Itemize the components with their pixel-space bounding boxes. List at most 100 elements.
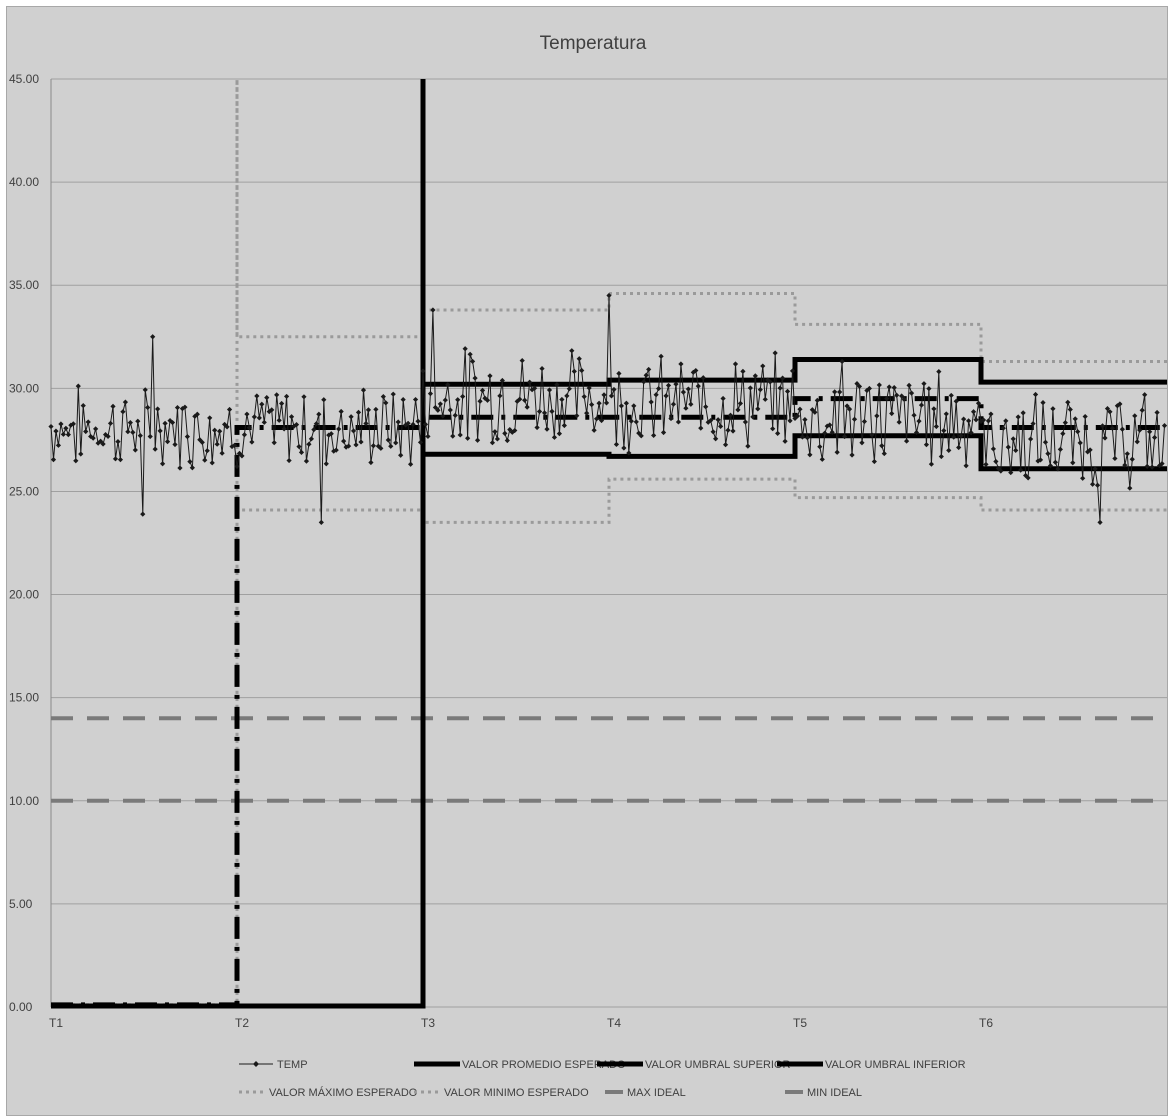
temp-point — [732, 361, 739, 367]
temp-point — [896, 419, 902, 425]
temp-point — [410, 421, 416, 428]
temp-point — [470, 358, 476, 365]
temp-point — [385, 437, 391, 443]
temp-point — [923, 442, 930, 448]
temp-point — [948, 392, 954, 399]
temp-point — [601, 392, 607, 398]
temp-point — [660, 429, 667, 436]
temp-point — [851, 416, 858, 422]
temp-point — [943, 411, 949, 417]
temp-point — [817, 444, 823, 450]
temp-point — [941, 428, 947, 434]
temp-point — [961, 416, 967, 422]
temp-point — [140, 511, 146, 517]
temp-point — [799, 434, 806, 440]
legend-item: VALOR UMBRAL SUPERIOR — [597, 1059, 791, 1071]
temp-point — [254, 393, 260, 399]
legend: TEMP VALOR PROMEDIO ESPERADO VALOR UMBRAL … — [239, 1059, 966, 1099]
temp-point — [60, 431, 66, 437]
temp-point — [155, 406, 161, 412]
temp-point — [936, 369, 942, 375]
temp-point — [184, 434, 190, 440]
temp-point — [703, 404, 709, 410]
temp-point — [1008, 469, 1014, 476]
temp-point — [259, 401, 265, 407]
temp-point — [1070, 460, 1076, 466]
temp-point — [112, 456, 119, 462]
series-valor-minimo-esperado — [51, 477, 1167, 1007]
temp-point — [378, 445, 384, 451]
temp-point — [100, 441, 106, 447]
temp-point — [311, 426, 317, 433]
temp-point — [50, 457, 57, 463]
temp-point — [856, 383, 863, 390]
temp-point — [695, 383, 701, 389]
chart-title: Temperatura — [540, 33, 647, 54]
temp-point — [1124, 451, 1130, 457]
temp-point — [125, 429, 131, 435]
temp-point — [740, 368, 746, 375]
temp-point — [1147, 429, 1153, 435]
temp-point — [846, 406, 853, 412]
temp-point — [422, 421, 429, 427]
temp-point — [98, 438, 104, 444]
series-valor-umbral-inferior — [51, 433, 1167, 1009]
temp-point — [346, 443, 352, 449]
temp-point — [963, 463, 969, 469]
temp-point — [214, 441, 220, 447]
temp-point — [968, 430, 974, 436]
y-tick-label: 45.00 — [9, 72, 39, 86]
temp-point — [85, 419, 91, 425]
temp-point — [916, 418, 922, 424]
temp-point — [373, 406, 379, 413]
temp-point — [78, 451, 84, 457]
temp-point — [678, 361, 684, 367]
temp-point — [921, 381, 927, 387]
temp-point — [784, 388, 791, 394]
temp-point — [318, 519, 324, 525]
temp-point — [1119, 426, 1125, 432]
temp-point — [532, 385, 538, 391]
temp-point — [1065, 399, 1071, 405]
temp-point — [137, 433, 143, 439]
series-valor-promedio-esperado — [51, 396, 1167, 1008]
temp-point — [911, 412, 917, 418]
temp-point — [589, 402, 595, 408]
temp-point — [648, 399, 654, 405]
x-tick-label: T4 — [607, 1016, 621, 1030]
temp-point — [217, 428, 223, 434]
temp-point — [1050, 406, 1056, 412]
temp-point — [132, 447, 138, 453]
temp-point — [1062, 420, 1068, 426]
temp-point — [105, 433, 111, 440]
temp-point — [338, 408, 344, 415]
temp-point — [122, 399, 128, 405]
temp-point — [58, 421, 64, 427]
temp-point — [298, 449, 305, 455]
temp-point — [395, 419, 401, 425]
temp-point — [665, 382, 672, 389]
temp-point — [899, 393, 905, 399]
temp-point — [628, 418, 634, 424]
temp-point — [1161, 423, 1167, 429]
temp-point — [479, 387, 486, 394]
temp-point — [517, 396, 523, 402]
temp-point — [541, 410, 548, 416]
temp-point — [794, 413, 801, 419]
temp-point — [983, 461, 989, 468]
temp-point — [1149, 464, 1155, 470]
x-axis-ticks: T1 T2 T3 T4 T5 T6 — [49, 1016, 993, 1030]
temp-point — [869, 432, 875, 438]
temp-point — [760, 363, 766, 369]
legend-item: MIN IDEAL — [785, 1087, 862, 1099]
temp-point — [467, 351, 473, 357]
temp-point — [527, 379, 533, 385]
temp-point — [484, 397, 491, 403]
temp-point — [487, 373, 493, 379]
temp-point — [350, 428, 357, 434]
temp-point — [549, 408, 555, 414]
temp-point — [832, 389, 838, 395]
temp-point — [718, 423, 724, 429]
temp-point — [288, 414, 295, 420]
y-tick-label: 40.00 — [9, 175, 39, 189]
